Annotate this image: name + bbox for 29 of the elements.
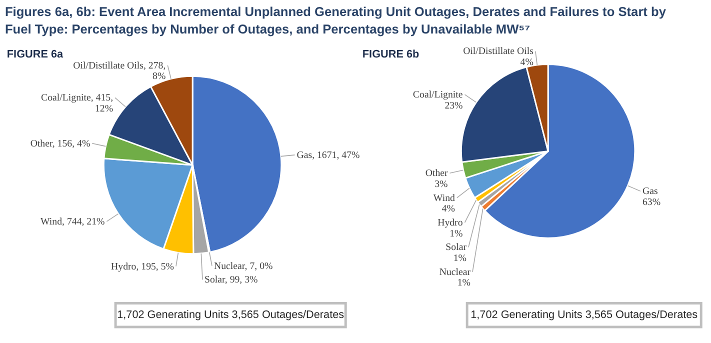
slice-label: Nuclear, 7, 0% (214, 260, 273, 272)
data-label: 4% (520, 57, 534, 68)
chart-subtitle: FIGURE 6a (6, 48, 64, 60)
data-label: 1% (457, 278, 471, 289)
slice-label: Wind, 744, 21% (40, 216, 105, 228)
data-label: 3% (434, 178, 448, 190)
slice-label: Solar (446, 242, 468, 254)
data-label: 1% (453, 253, 466, 264)
text: 1,702 Generating Units 3,565 Outages/Derates (470, 309, 698, 322)
slice-label: Oil/Distillate Oils (463, 46, 534, 58)
slice-label: Solar, 99, 3% (204, 274, 258, 286)
slice-label: Hydro, 195, 5% (111, 261, 174, 272)
slice-label: Gas, 1671, 47% (296, 150, 360, 161)
chart-title: Figures 6a, 6b: Event Area Incremental Unplanned Generating Unit Outages, Derates and Failures to Start by Fuel Type: Percentages by Number of Outages, and Percentages by Unavailable MW⁵⁷ (4, 4, 667, 37)
data-label: 23% (444, 100, 463, 112)
text: 1,702 Generating Units 3,565 Outages/Derates (117, 309, 345, 322)
data-label: 63% (642, 197, 661, 208)
slice-label: Other, 156, 4% (30, 138, 90, 150)
chart-subtitle: FIGURE 6b (362, 48, 420, 60)
slice-label: Coal/Lignite, 415, 12% (41, 92, 114, 115)
slice-label: Gas (642, 186, 658, 198)
slice-label: Coal/Lignite (412, 90, 464, 101)
slice-label: Wind (433, 192, 456, 204)
slice-label: Nuclear (439, 266, 472, 278)
data-label: 4% (442, 204, 455, 215)
data-label: 1% (450, 228, 463, 240)
slice-label: Other (425, 168, 448, 180)
slice-label: Oil/Distillate Oils, 278, 8% (73, 60, 166, 82)
slice-label: Hydro (438, 218, 463, 229)
